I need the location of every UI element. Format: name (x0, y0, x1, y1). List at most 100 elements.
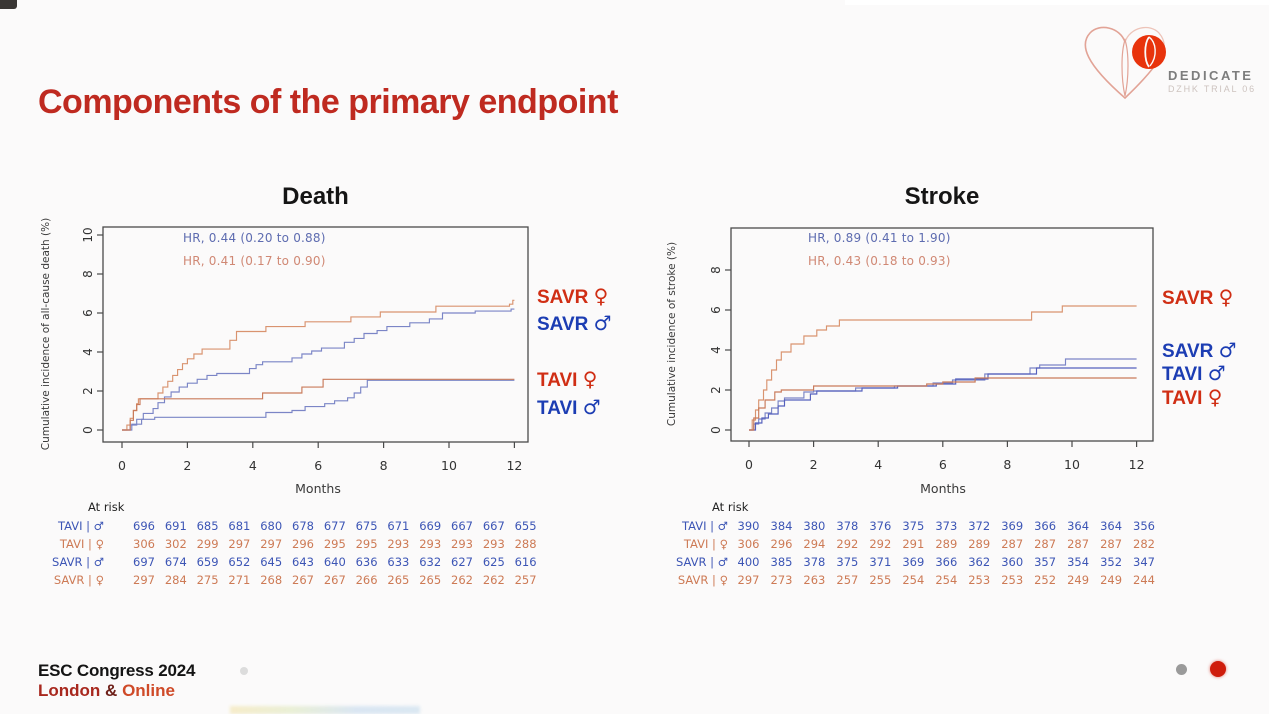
svg-text:6: 6 (709, 306, 723, 314)
at-risk-value: 364 (1100, 519, 1123, 533)
at-risk-value: 253 (968, 573, 991, 587)
at-risk-value: 674 (164, 555, 187, 569)
at-risk-value: 669 (419, 519, 442, 533)
at-risk-value: 362 (968, 555, 991, 569)
stroke-chart-title: Stroke (904, 182, 980, 210)
svg-text:10: 10 (441, 458, 457, 473)
at-risk-value: 376 (869, 519, 892, 533)
at-risk-value: 373 (935, 519, 958, 533)
stroke-hr-annotation-red: HR, 0.43 (0.18 to 0.93) (808, 254, 951, 268)
at-risk-value: 292 (836, 537, 859, 551)
footer-congress: ESC Congress 2024 (38, 661, 196, 680)
at-risk-value: 302 (164, 537, 187, 551)
at-risk-value: 289 (935, 537, 958, 551)
at-risk-value: 252 (1034, 573, 1057, 587)
svg-text:0: 0 (118, 458, 126, 473)
legend-tavi-female: TAVI ♀ (1162, 385, 1222, 410)
footer-london: London (38, 681, 101, 700)
svg-text:0: 0 (81, 426, 95, 434)
svg-text:4: 4 (81, 348, 95, 356)
death-km-plot: 0 2 4 6 8 10 12 0 2 4 6 8 10 (81, 226, 529, 473)
at-risk-value: 364 (1067, 519, 1090, 533)
at-risk-value: 266 (355, 573, 378, 587)
legend-label: SAVR (1162, 341, 1214, 362)
at-risk-value: 257 (836, 573, 859, 587)
at-risk-value: 677 (323, 519, 346, 533)
male-icon: ♂ (593, 310, 612, 335)
at-risk-value: 249 (1100, 573, 1123, 587)
at-risk-value: 263 (803, 573, 826, 587)
legend-label: TAVI (537, 370, 578, 392)
at-risk-value: 643 (292, 555, 314, 569)
legend-tavi-male: TAVI ♂ (537, 395, 601, 420)
at-risk-value: 299 (196, 537, 219, 551)
at-risk-value: 678 (292, 519, 314, 533)
svg-text:4: 4 (249, 458, 257, 473)
at-risk-row-label: SAVR | ♂ (52, 555, 104, 569)
footer-location: London & Online (38, 681, 175, 701)
at-risk-value: 627 (451, 555, 473, 569)
death-y-axis-label: Cumulative incidence of all-cause death … (40, 217, 52, 451)
at-risk-value: 293 (482, 537, 505, 551)
legend-label: TAVI (1162, 364, 1203, 385)
dedicate-heart-logo-icon (1084, 26, 1166, 100)
at-risk-value: 360 (1001, 555, 1024, 569)
at-risk-value: 375 (836, 555, 859, 569)
at-risk-value: 675 (355, 519, 378, 533)
male-icon: ♂ (1218, 338, 1237, 362)
at-risk-row-label: TAVI | ♀ (683, 537, 728, 551)
at-risk-value: 282 (1133, 537, 1155, 551)
svg-text:6: 6 (939, 457, 947, 472)
stroke-y-axis-label: Cumulative incidence of stroke (%) (666, 241, 678, 427)
at-risk-value: 295 (323, 537, 346, 551)
at-risk-value: 254 (935, 573, 958, 587)
at-risk-value: 378 (803, 555, 826, 569)
at-risk-value: 681 (228, 519, 251, 533)
legend-savr-female: SAVR ♀ (1162, 285, 1233, 310)
legend-savr-male: SAVR ♂ (1162, 338, 1237, 363)
footer-dot (240, 667, 248, 675)
at-risk-value: 655 (514, 519, 537, 533)
at-risk-value: 297 (133, 573, 155, 587)
at-risk-value: 265 (387, 573, 410, 587)
at-risk-value: 287 (1100, 537, 1123, 551)
at-risk-value: 352 (1100, 555, 1123, 569)
stroke-at-risk-title: At risk (712, 500, 749, 514)
svg-text:12: 12 (1129, 457, 1145, 472)
at-risk-value: 384 (770, 519, 793, 533)
at-risk-value: 652 (228, 555, 251, 569)
svg-text:10: 10 (1064, 457, 1080, 472)
svg-text:2: 2 (183, 458, 191, 473)
legend-tavi-female: TAVI ♀ (537, 367, 597, 392)
at-risk-value: 275 (196, 573, 219, 587)
at-risk-row-label: TAVI | ♂ (681, 519, 728, 533)
at-risk-value: 257 (514, 573, 537, 587)
top-edge-strip (845, 0, 1269, 5)
svg-text:2: 2 (709, 386, 723, 394)
female-icon: ♀ (593, 283, 609, 308)
at-risk-value: 244 (1133, 573, 1155, 587)
legend-savr-female: SAVR ♀ (537, 284, 608, 309)
at-risk-value: 680 (260, 519, 283, 533)
at-risk-value: 249 (1067, 573, 1090, 587)
female-icon: ♀ (582, 367, 598, 392)
at-risk-value: 696 (133, 519, 155, 533)
nav-dot-red[interactable] (1210, 661, 1226, 677)
nav-dot-gray[interactable] (1176, 664, 1187, 675)
svg-text:8: 8 (81, 270, 95, 278)
svg-text:10: 10 (81, 227, 95, 242)
svg-text:4: 4 (709, 346, 723, 354)
at-risk-value: 254 (902, 573, 925, 587)
at-risk-value: 265 (419, 573, 442, 587)
footer-ampersand: & (105, 681, 118, 700)
at-risk-value: 616 (514, 555, 537, 569)
at-risk-value: 347 (1133, 555, 1155, 569)
at-risk-value: 297 (737, 573, 760, 587)
at-risk-value: 287 (1067, 537, 1090, 551)
at-risk-value: 667 (451, 519, 473, 533)
at-risk-value: 371 (869, 555, 892, 569)
at-risk-value: 375 (902, 519, 925, 533)
male-icon: ♂ (1207, 361, 1226, 385)
stroke-km-plot: 0 2 4 6 8 10 12 0 2 4 6 8 (709, 227, 1154, 472)
at-risk-value: 659 (196, 555, 219, 569)
